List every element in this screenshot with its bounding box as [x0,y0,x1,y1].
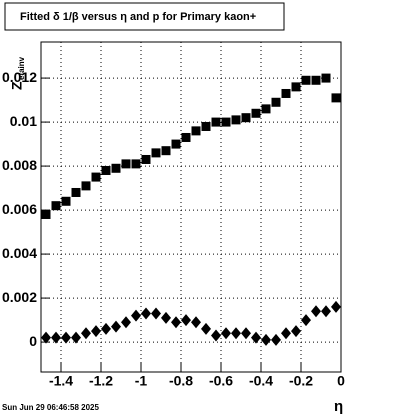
square-marker [101,165,111,175]
diamond-marker [171,316,181,329]
title-box [4,2,285,31]
square-marker [91,172,101,182]
square-marker [171,139,181,149]
square-marker [251,108,261,118]
diamond-marker [201,322,211,335]
diamond-marker [281,327,291,340]
plot-frame [40,41,342,373]
y-tick-label: 0.008 [2,157,37,173]
date-stamp: Sun Jun 29 06:46:58 2025 [2,403,99,412]
x-tick-label: 0 [337,373,345,389]
square-marker [281,88,291,98]
chart-title: Fitted δ 1/β versus η and p for Primary … [20,11,256,23]
square-marker [231,115,241,125]
square-marker [81,181,91,191]
y-tick-label: 0.01 [10,113,37,129]
diamond-marker [251,331,261,344]
diamond-marker [331,300,341,313]
x-tick-label: -0.8 [169,373,193,389]
diamond-marker [131,309,141,322]
diamond-marker [41,331,51,344]
diamond-marker [81,327,91,340]
y-tick-label: 0.004 [2,245,37,261]
diamond-marker [231,327,241,340]
square-marker [211,117,221,127]
diamond-marker [291,325,301,338]
square-marker [191,126,201,136]
x-tick-label: -0.4 [249,373,273,389]
square-marker [141,154,151,164]
x-axis-label: η [334,398,343,414]
square-marker [151,148,161,158]
x-tick-label: -1.4 [49,373,73,389]
square-marker [61,196,71,206]
square-marker [41,209,51,219]
square-marker [321,73,331,83]
diamond-marker [311,305,321,318]
diamond-marker [71,331,81,344]
diamond-marker [271,333,281,346]
diamond-marker [161,311,171,324]
y-axis-label: Z etainv [9,56,26,90]
y-tick-label: 0.006 [2,201,37,217]
square-marker [271,97,281,107]
y-tick-label: 0.002 [2,289,37,305]
square-marker [221,117,231,127]
diamond-marker [261,333,271,346]
square-marker [261,104,271,114]
diamond-marker [121,316,131,329]
diamond-marker [181,314,191,327]
square-marker [51,201,61,211]
diamond-marker [151,307,161,320]
y-axis-label-sub: etainv [17,56,26,80]
diamond-marker [241,327,251,340]
diamond-marker [91,325,101,338]
diamond-marker [221,327,231,340]
y-tick-label: 0 [29,333,37,349]
diamond-marker [301,314,311,327]
square-marker [131,159,141,169]
diamond-marker [111,320,121,333]
square-marker [201,121,211,131]
square-marker [181,132,191,142]
y-axis-label-main: Z [9,81,25,90]
square-marker [311,75,321,85]
square-marker [161,146,171,156]
diamond-marker [101,322,111,335]
diamond-marker [51,331,61,344]
square-marker [71,187,81,197]
y-tick-label: 0.012 [2,69,37,85]
diamond-marker [191,316,201,329]
square-marker [331,93,341,103]
x-tick-label: -1 [135,373,148,389]
diamond-marker [321,305,331,318]
x-tick-label: -0.2 [289,373,313,389]
square-marker [291,82,301,92]
square-marker [301,75,311,85]
square-marker [121,159,131,169]
diamond-marker [141,307,151,320]
diamond-marker [61,331,71,344]
x-tick-label: -0.6 [209,373,233,389]
square-marker [241,113,251,123]
x-tick-label: -1.2 [89,373,113,389]
diamond-marker [211,329,221,342]
square-marker [111,163,121,173]
